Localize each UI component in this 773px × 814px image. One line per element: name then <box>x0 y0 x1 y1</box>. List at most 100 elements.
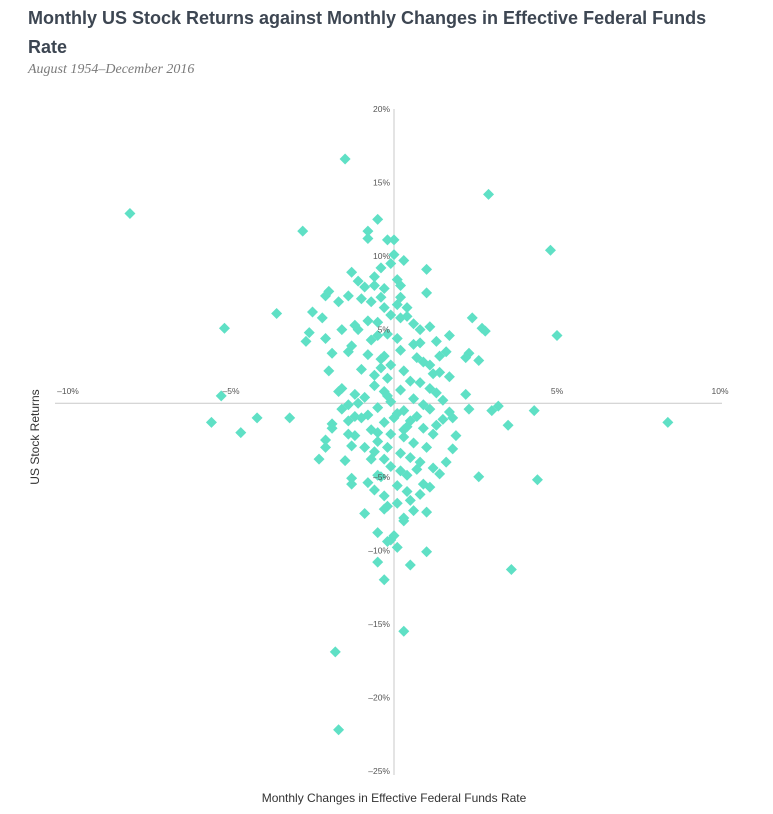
data-point <box>372 213 384 225</box>
data-point <box>483 188 495 200</box>
data-point <box>401 485 413 497</box>
data-point <box>355 363 367 375</box>
data-point <box>368 280 380 292</box>
data-point <box>375 353 387 365</box>
data-point <box>365 334 377 346</box>
data-point <box>375 471 387 483</box>
data-point <box>381 372 393 384</box>
data-point <box>447 443 459 455</box>
data-point <box>385 534 397 546</box>
y-tick-label: –20% <box>368 692 390 702</box>
data-point <box>466 312 478 324</box>
data-point <box>235 427 247 439</box>
data-point <box>320 434 332 446</box>
data-point <box>381 500 393 512</box>
data-point <box>375 291 387 303</box>
y-tick-label: 15% <box>373 178 390 188</box>
data-point <box>486 405 498 417</box>
data-point <box>391 408 403 420</box>
data-point <box>297 225 309 237</box>
data-point <box>421 263 433 275</box>
data-point <box>408 393 420 405</box>
data-point <box>391 497 403 509</box>
data-point <box>434 350 446 362</box>
data-point <box>378 490 390 502</box>
data-point <box>440 456 452 468</box>
data-point <box>479 325 491 337</box>
data-point <box>414 377 426 389</box>
data-point <box>372 527 384 539</box>
data-point <box>352 397 364 409</box>
data-point <box>395 465 407 477</box>
data-point <box>251 412 263 424</box>
data-point <box>333 296 345 308</box>
data-point <box>417 478 429 490</box>
data-point <box>381 328 393 340</box>
data-point <box>421 441 433 453</box>
data-point <box>528 405 540 417</box>
data-point <box>385 359 397 371</box>
y-tick-label: 5% <box>378 325 391 335</box>
data-point <box>336 324 348 336</box>
data-point <box>404 375 416 387</box>
x-tick-label: 10% <box>711 386 728 396</box>
data-point <box>411 410 423 422</box>
data-point <box>424 321 436 333</box>
data-point <box>326 422 338 434</box>
data-point <box>372 556 384 568</box>
data-point <box>398 424 410 436</box>
data-point <box>414 488 426 500</box>
y-tick-label: –15% <box>368 619 390 629</box>
data-point <box>368 380 380 392</box>
x-axis-title: Monthly Changes in Effective Federal Fun… <box>262 791 527 805</box>
data-point <box>333 724 345 736</box>
data-point <box>378 302 390 314</box>
data-point <box>346 266 358 278</box>
data-point <box>385 309 397 321</box>
data-point <box>303 327 315 339</box>
y-tick-label: –10% <box>368 545 390 555</box>
data-point <box>408 505 420 517</box>
data-point <box>443 406 455 418</box>
data-point <box>505 563 517 575</box>
data-point <box>378 282 390 294</box>
data-point <box>398 255 410 267</box>
data-point <box>473 355 485 367</box>
data-point <box>124 207 136 219</box>
data-point <box>368 484 380 496</box>
data-point <box>313 453 325 465</box>
y-tick-label: –5% <box>373 472 390 482</box>
data-point <box>323 285 335 297</box>
data-point <box>421 506 433 518</box>
data-point <box>424 359 436 371</box>
data-point <box>378 574 390 586</box>
data-point <box>284 412 296 424</box>
data-point <box>215 390 227 402</box>
data-point <box>460 388 472 400</box>
data-point <box>404 494 416 506</box>
data-point <box>437 394 449 406</box>
data-point <box>385 257 397 269</box>
data-point <box>395 447 407 459</box>
data-point <box>365 296 377 308</box>
data-point <box>391 332 403 344</box>
data-point <box>430 419 442 431</box>
data-point <box>391 541 403 553</box>
data-point <box>398 431 410 443</box>
x-tick-label: –5% <box>222 386 239 396</box>
data-point <box>381 441 393 453</box>
data-point <box>388 234 400 246</box>
data-point <box>401 310 413 322</box>
data-point <box>502 419 514 431</box>
axes <box>55 109 722 775</box>
data-point <box>401 302 413 314</box>
data-point <box>359 508 371 520</box>
data-point <box>381 234 393 246</box>
data-point <box>391 274 403 286</box>
y-tick-label: 20% <box>373 104 390 114</box>
data-point <box>460 352 472 364</box>
data-point <box>531 474 543 486</box>
data-point <box>408 338 420 350</box>
data-point <box>336 383 348 395</box>
data-point <box>339 153 351 165</box>
